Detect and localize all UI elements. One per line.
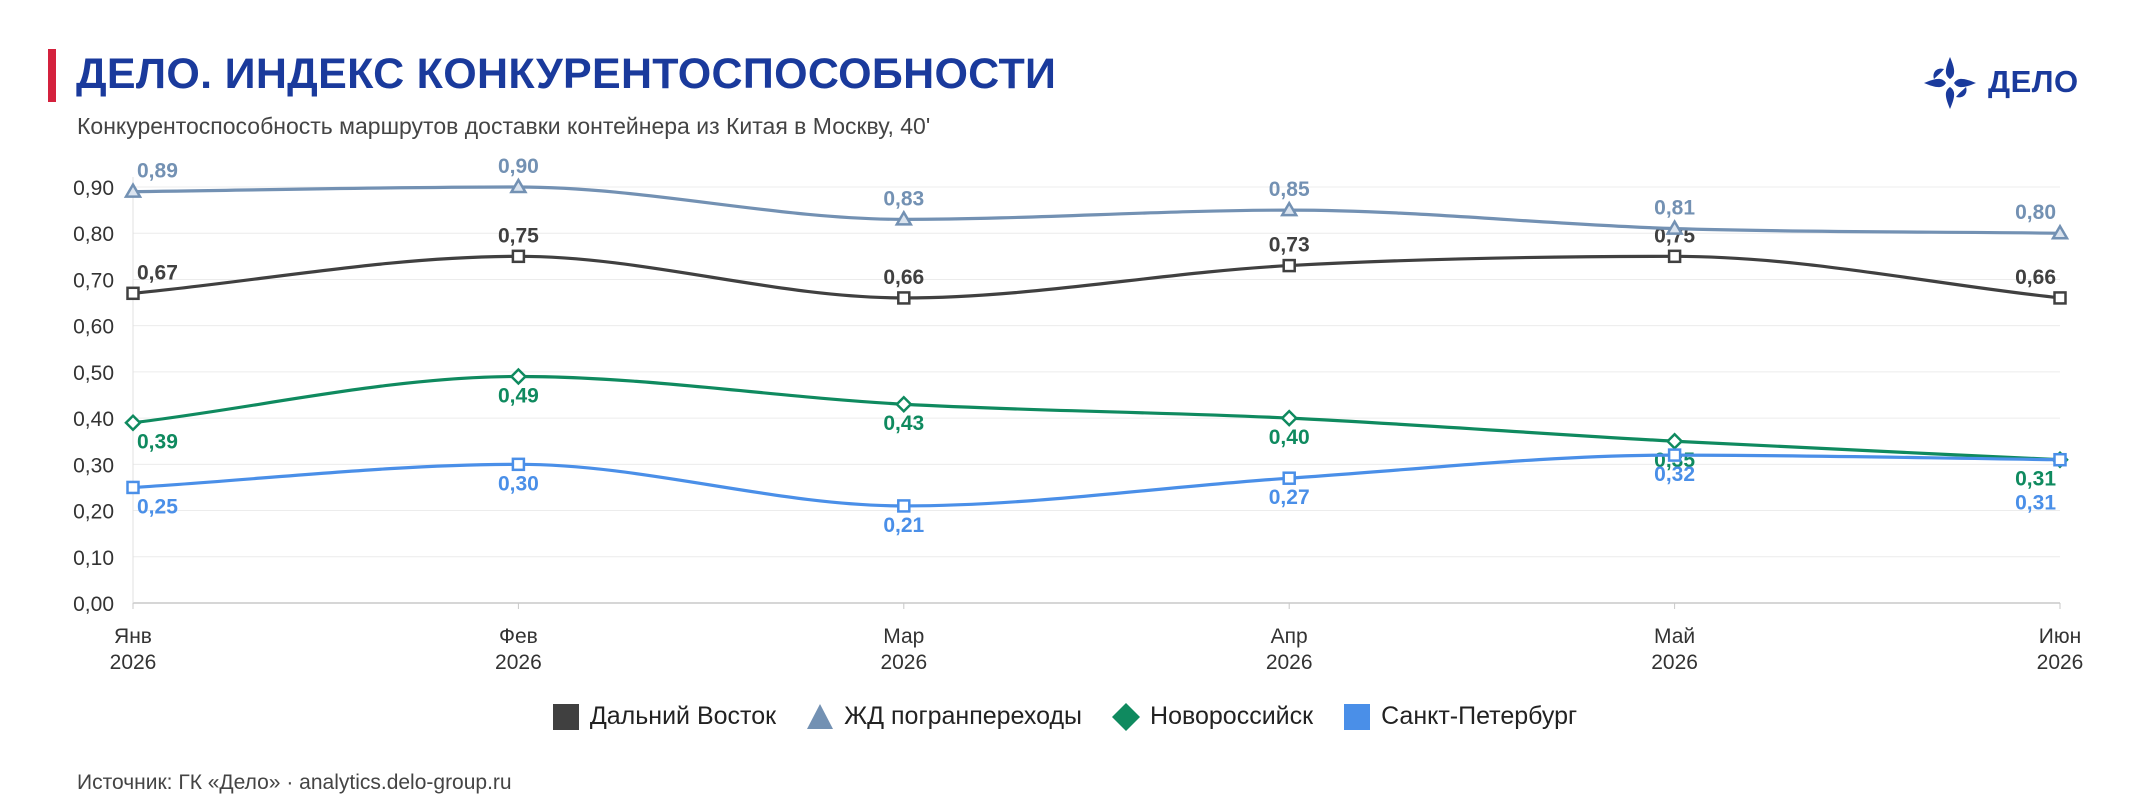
data-point bbox=[509, 177, 528, 194]
data-label: 0,85 bbox=[1269, 178, 1310, 201]
data-point bbox=[897, 499, 911, 513]
data-point bbox=[509, 367, 528, 386]
x-tick-label: 2026 bbox=[110, 651, 157, 674]
data-point bbox=[124, 413, 142, 432]
data-point bbox=[1282, 258, 1296, 273]
legend-item: Санкт-Петербург bbox=[1343, 702, 1577, 731]
data-point bbox=[1280, 200, 1299, 217]
x-tick-label: Июн bbox=[2039, 625, 2081, 648]
page-title: ДЕЛО. ИНДЕКС КОНКУРЕНТОСПОСОБНОСТИ bbox=[76, 50, 1057, 98]
data-label: 0,25 bbox=[137, 495, 178, 518]
data-point bbox=[1280, 409, 1298, 427]
square-legend-icon bbox=[552, 703, 579, 730]
data-point bbox=[1665, 432, 1684, 450]
data-point bbox=[1665, 219, 1684, 235]
data-point bbox=[897, 291, 911, 305]
x-tick-label: 2026 bbox=[880, 651, 927, 674]
legend-label: Новороссийск bbox=[1150, 702, 1314, 730]
data-label: 0,75 bbox=[498, 224, 539, 247]
logo-text: ДЕЛО bbox=[1988, 64, 2079, 99]
legend-label: ЖД погранпереходы bbox=[844, 702, 1083, 730]
x-tick-label: 2026 bbox=[495, 651, 542, 674]
y-tick-label: 0,10 bbox=[73, 547, 114, 570]
diamond-legend-icon bbox=[1112, 702, 1141, 731]
data-label: 0,66 bbox=[883, 266, 924, 289]
data-point bbox=[1667, 448, 1682, 462]
data-point bbox=[126, 480, 140, 495]
y-tick-label: 0,00 bbox=[73, 593, 114, 616]
data-point bbox=[895, 395, 913, 414]
source-note: Источник: ГК «Дело» · analytics.delo-gro… bbox=[77, 771, 512, 794]
line-chart: 0,00 0,10 0,20 0,30 0,40 0,50 0,60 0,70 0,80 0,90… bbox=[73, 155, 2084, 674]
data-label: 0,90 bbox=[498, 155, 539, 178]
x-tick-label: 2026 bbox=[2037, 651, 2084, 674]
data-point bbox=[126, 286, 140, 301]
data-point bbox=[123, 182, 143, 198]
series-line bbox=[132, 185, 2061, 235]
x-tick-label: Май bbox=[1654, 625, 1695, 648]
data-point bbox=[511, 457, 526, 472]
data-label: 0,81 bbox=[1654, 197, 1695, 220]
legend-item: ЖД погранпереходы bbox=[806, 702, 1082, 731]
data-label: 0,83 bbox=[883, 187, 924, 210]
data-point bbox=[2053, 291, 2067, 305]
legend-label: Дальний Восток bbox=[589, 702, 777, 730]
series-line bbox=[132, 453, 2061, 508]
y-tick-label: 0,40 bbox=[73, 408, 114, 431]
data-label: 0,31 bbox=[2015, 468, 2056, 491]
square-legend-icon bbox=[1344, 703, 1371, 730]
series-4: 0,25 0,30 0,21 0,27 0,32 0,31 bbox=[126, 448, 2067, 537]
delo-logo-icon bbox=[1924, 57, 1976, 109]
title-accent-bar bbox=[48, 49, 56, 102]
x-tick-label: Апр bbox=[1271, 625, 1308, 648]
legend-item: Дальний Восток bbox=[552, 702, 776, 731]
series-line bbox=[132, 374, 2061, 462]
data-label: 0,31 bbox=[2015, 492, 2056, 515]
y-tick-label: 0,60 bbox=[73, 316, 114, 339]
legend-label: Санкт-Петербург bbox=[1381, 702, 1578, 730]
data-point bbox=[511, 249, 526, 264]
data-label: 0,80 bbox=[2015, 201, 2056, 224]
data-label: 0,49 bbox=[498, 385, 539, 408]
data-label: 0,66 bbox=[2015, 266, 2056, 289]
data-point bbox=[894, 209, 913, 226]
y-tick-label: 0,50 bbox=[73, 362, 114, 385]
x-tick-label: Янв bbox=[114, 625, 152, 648]
y-tick-label: 0,70 bbox=[73, 269, 114, 292]
data-point bbox=[2050, 223, 2070, 240]
series-2: 0,89 0,90 0,83 0,85 0,81 0,80 bbox=[123, 155, 2070, 240]
y-tick-label: 0,30 bbox=[73, 454, 114, 477]
series-line bbox=[132, 254, 2061, 300]
data-label: 0,43 bbox=[883, 412, 924, 435]
x-tick-label: 2026 bbox=[1651, 651, 1698, 674]
data-label: 0,30 bbox=[498, 472, 539, 495]
data-label: 0,21 bbox=[883, 514, 924, 537]
data-point bbox=[2053, 452, 2067, 467]
y-tick-label: 0,90 bbox=[73, 177, 114, 200]
x-tick-label: 2026 bbox=[1266, 651, 1313, 674]
data-label: 0,32 bbox=[1654, 463, 1695, 486]
data-label: 0,73 bbox=[1269, 234, 1310, 257]
chart-legend: Дальний Восток ЖД погранпереходы Новоросси… bbox=[0, 702, 2129, 731]
legend-item: Новороссийск bbox=[1112, 702, 1313, 731]
data-point bbox=[1667, 249, 1682, 264]
x-tick-label: Мар bbox=[883, 625, 924, 648]
x-tick-label: Фев bbox=[499, 625, 538, 648]
chart-subtitle: Конкурентоспособность маршрутов доставки… bbox=[77, 113, 931, 139]
data-label: 0,39 bbox=[137, 431, 178, 454]
y-tick-label: 0,20 bbox=[73, 501, 114, 524]
y-tick-label: 0,80 bbox=[73, 223, 114, 246]
triangle-legend-icon bbox=[807, 703, 834, 729]
data-label: 0,67 bbox=[137, 261, 178, 284]
series-3: 0,390,490,430,400,350,31 bbox=[124, 367, 2069, 491]
data-point bbox=[1282, 471, 1296, 485]
data-label: 0,40 bbox=[1269, 426, 1310, 449]
data-label: 0,89 bbox=[137, 160, 178, 183]
series-1: 0,670,750,660,73 0,750,66 bbox=[126, 224, 2067, 305]
data-label: 0,27 bbox=[1269, 486, 1310, 509]
